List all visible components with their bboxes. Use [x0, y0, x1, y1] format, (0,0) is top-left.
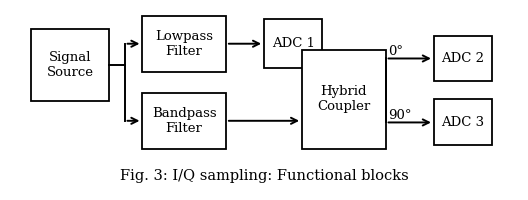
Text: Signal
Source: Signal Source — [46, 51, 93, 79]
Bar — [264, 19, 322, 68]
Bar — [143, 16, 226, 72]
Text: ADC 1: ADC 1 — [271, 37, 315, 50]
Bar — [434, 36, 492, 81]
Bar — [31, 29, 109, 101]
Text: Bandpass
Filter: Bandpass Filter — [152, 107, 216, 135]
Bar — [434, 99, 492, 145]
Bar — [143, 93, 226, 149]
Text: Hybrid
Coupler: Hybrid Coupler — [317, 85, 371, 113]
Text: Lowpass
Filter: Lowpass Filter — [155, 30, 213, 58]
Text: 0°: 0° — [388, 45, 403, 58]
Text: 90°: 90° — [388, 109, 412, 122]
Bar — [302, 50, 385, 149]
Text: ADC 2: ADC 2 — [441, 52, 485, 65]
Text: ADC 3: ADC 3 — [441, 116, 485, 129]
Text: Fig. 3: I/Q sampling: Functional blocks: Fig. 3: I/Q sampling: Functional blocks — [120, 169, 408, 183]
